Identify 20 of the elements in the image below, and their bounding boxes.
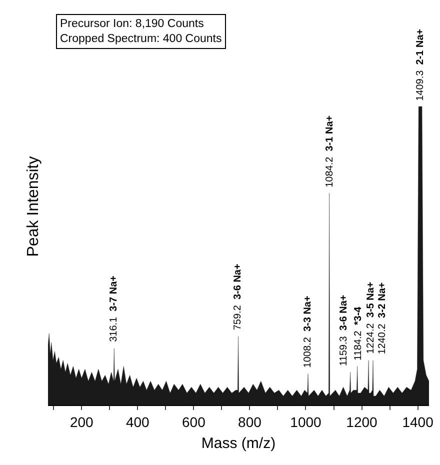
x-tick-label: 1400 <box>402 414 434 430</box>
x-tick-label: 200 <box>70 414 94 430</box>
annotation: 759.2 3-6 Na+ <box>232 264 244 330</box>
x-tick-label: 1000 <box>290 414 322 430</box>
text: Cropped Spectrum: 400 Counts <box>60 32 222 45</box>
annotation: 1159.3 3-6 Na+ <box>338 294 350 366</box>
x-tick-label: 800 <box>238 414 262 430</box>
y-axis-title: Peak Intensity <box>24 156 42 257</box>
x-axis-title: Mass (m/z) <box>201 434 276 452</box>
annotation: 316.1 3-7 Na+ <box>108 275 120 342</box>
annotation: 1084.2 3-1 Na+ <box>324 115 336 188</box>
text: Precursor Ion: 8,190 Counts <box>60 18 204 30</box>
x-tick-label: 1200 <box>346 414 378 430</box>
annotation: 1224.2 3-5 Na+ <box>365 282 376 354</box>
annotation: 1409.3 2-1 Na+ <box>414 28 426 101</box>
annotation: 1240.2 3-2 Na+ <box>376 282 388 354</box>
annotation: 1008.2 3-3 Na+ <box>302 296 314 368</box>
x-tick-label: 400 <box>126 414 150 430</box>
x-tick-label: 600 <box>182 414 206 430</box>
annotation: 1184.2 *3-4 <box>353 306 364 361</box>
